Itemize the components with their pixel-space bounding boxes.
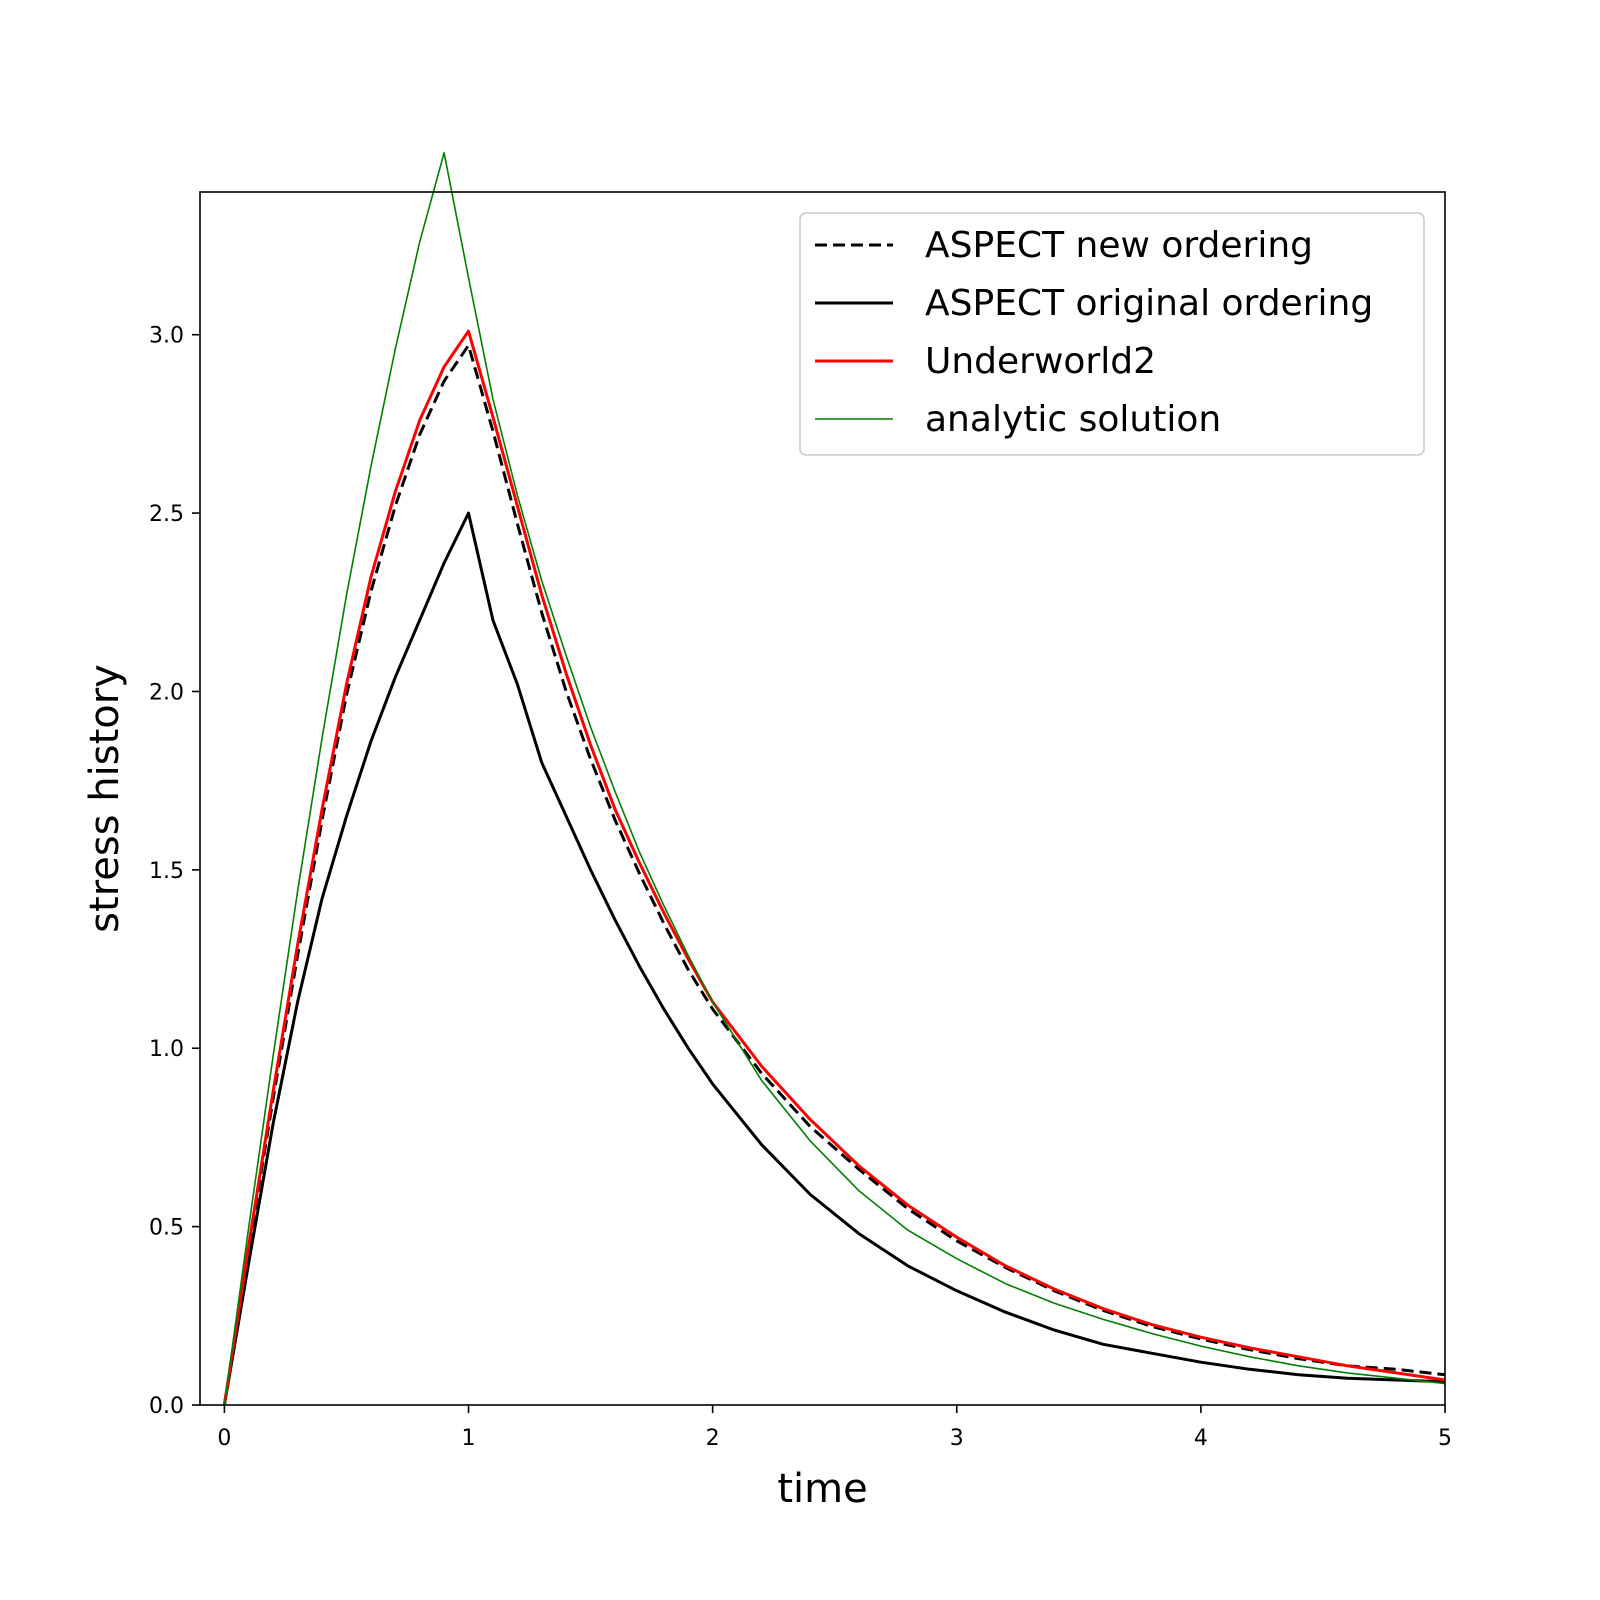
- legend-label-2: Underworld2: [925, 341, 1156, 382]
- x-tick-label: 5: [1438, 1426, 1452, 1451]
- legend-label-0: ASPECT new ordering: [925, 225, 1313, 266]
- x-tick-label: 4: [1194, 1426, 1208, 1451]
- y-axis-label: stress history: [82, 664, 128, 933]
- axes-layer: 0 1 2 3 4 5 0.0 0.5 1.0 1.5 2.0 2.5 3.0: [149, 324, 1452, 1451]
- series-line-1: [222, 511, 1446, 1406]
- legend-box: [799, 212, 1425, 456]
- x-tick-label: 0: [217, 1426, 231, 1451]
- plot-frame: [199, 191, 1446, 1406]
- legend-label-1: ASPECT original ordering: [925, 283, 1373, 324]
- y-tick-label: 1.5: [149, 859, 184, 884]
- y-tick-label: 2.0: [149, 680, 184, 705]
- legend-label-3: analytic solution: [925, 399, 1221, 440]
- x-axis-label: time: [777, 1466, 867, 1512]
- series-line-2: [222, 329, 1446, 1406]
- y-tick-label: 3.0: [149, 324, 184, 349]
- x-tick-label: 1: [462, 1426, 476, 1451]
- series-line-3: [223, 152, 1446, 1406]
- y-tick-label: 0.5: [149, 1216, 184, 1241]
- x-tick-label: 3: [950, 1426, 964, 1451]
- series-layer: [222, 152, 1446, 1406]
- y-tick-label: 0.0: [149, 1394, 184, 1419]
- series-line-0: [222, 343, 1446, 1406]
- y-tick-label: 2.5: [149, 502, 184, 527]
- legend: ASPECT new ordering ASPECT original order…: [799, 212, 1425, 456]
- x-tick-label: 2: [706, 1426, 720, 1451]
- y-tick-label: 1.0: [149, 1037, 184, 1062]
